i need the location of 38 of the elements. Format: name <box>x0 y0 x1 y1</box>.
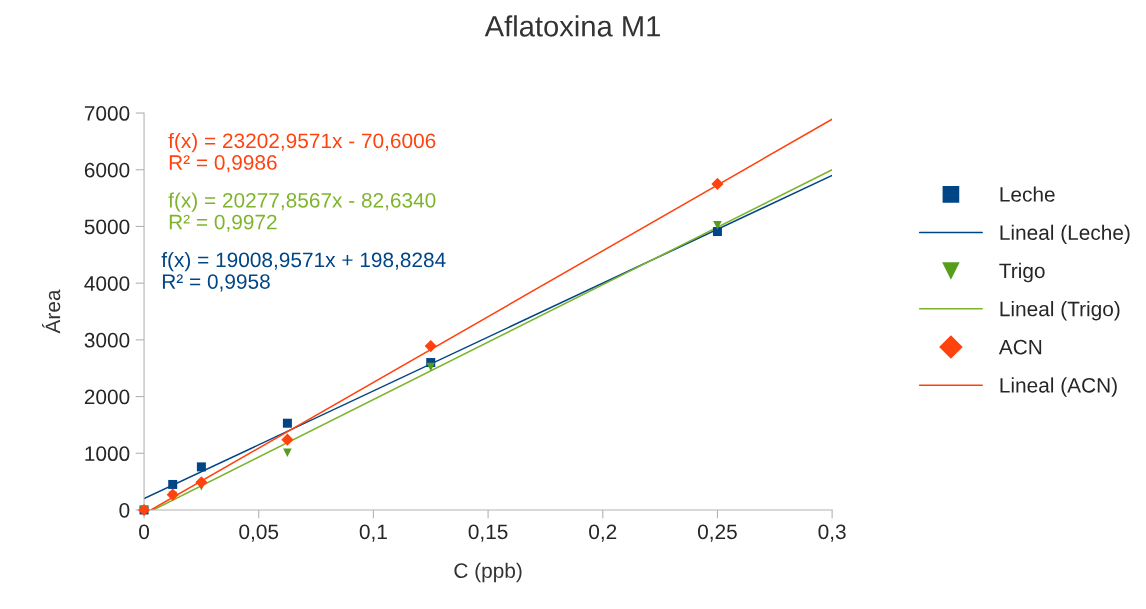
x-tick-label: 0 <box>139 524 150 540</box>
x-tick-label: 0,1 <box>359 524 387 542</box>
point <box>281 433 294 446</box>
point <box>712 227 722 237</box>
y-tick-label: 3000 <box>84 332 130 348</box>
y-tick-label: 0 <box>119 502 130 518</box>
point <box>168 479 178 489</box>
y-axis-title: Área <box>41 289 61 334</box>
x-axis-title: C (ppb) <box>454 562 522 583</box>
annotation: f(x) = 19008,9571x + 198,8284 R² = 0,9958 <box>161 251 446 292</box>
point <box>196 462 206 472</box>
legend-label: Lineal (ACN) <box>1000 377 1117 397</box>
x-tick-label: 0,05 <box>239 524 279 542</box>
legend-label: Trigo <box>999 262 1045 283</box>
y-tick-label: 7000 <box>84 106 130 121</box>
y-tick-label: 5000 <box>84 219 130 235</box>
point <box>283 448 292 457</box>
legend-label: Leche <box>1000 186 1055 202</box>
point <box>713 221 722 230</box>
legend-label: Lineal (Trigo) <box>1000 301 1120 321</box>
y-tick-label: 1000 <box>85 446 130 462</box>
annotation: f(x) = 23202,9571x - 70,6006 R² = 0,9986 <box>168 132 436 173</box>
legend-label: Lineal (Leche) <box>1000 224 1130 245</box>
annotation: f(x) = 20277,8567x - 82,6340 R² = 0,9972 <box>168 192 436 232</box>
x-tick-label: 0,2 <box>589 524 617 542</box>
y-tick-label: 4000 <box>84 276 130 291</box>
point <box>195 476 208 489</box>
point <box>426 362 436 372</box>
legend-label: ACN <box>998 339 1042 355</box>
y-tick-label: 2000 <box>84 389 130 405</box>
x-tick-label: 0,25 <box>697 524 737 542</box>
point <box>282 418 292 428</box>
x-tick-label: 0,15 <box>468 524 508 542</box>
point <box>424 340 437 353</box>
point <box>711 177 724 190</box>
y-tick-label: 6000 <box>84 162 130 178</box>
chart-title: Aflatoxina M1 <box>484 15 660 37</box>
x-tick-label: 0,3 <box>818 524 846 542</box>
